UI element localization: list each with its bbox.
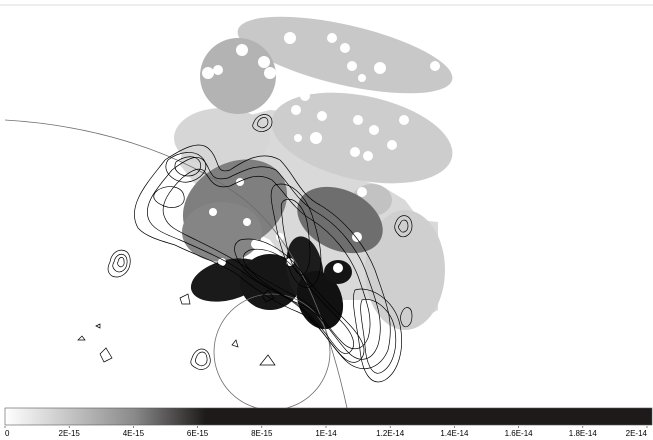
colorbar-tick-label: 2E-14	[626, 429, 648, 438]
colorbar-tick-label: 1.4E-14	[440, 429, 469, 438]
colorbar: 0 2E-15 4E-15 6E-15 8E-15 1E-14 1.2E-14 1.4E-14…	[4, 407, 653, 438]
colorbar-tick-label: 1.2E-14	[376, 429, 405, 438]
colorbar-tick-label: 0	[5, 429, 10, 438]
colorbar-tick-label: 1.8E-14	[569, 429, 598, 438]
point-source-holes	[202, 32, 440, 273]
colorbar-tick-label: 6E-15	[187, 429, 209, 438]
colorbar-gradient	[4, 407, 653, 426]
colorbar-tick-label: 2E-15	[59, 429, 81, 438]
colorbar-ticks: 0 2E-15 4E-15 6E-15 8E-15 1E-14 1.2E-14 1.4E-14…	[4, 426, 648, 438]
map-panel	[4, 16, 453, 411]
region-circle-upper	[200, 38, 276, 114]
colorbar-tick-label: 8E-15	[251, 429, 273, 438]
colorbar-tick-label: 4E-15	[123, 429, 145, 438]
colorbar-tick-label: 1.6E-14	[505, 429, 534, 438]
contour-lines	[77, 114, 413, 383]
region-ellipse-middle	[271, 92, 453, 184]
colorbar-tick-label: 1E-14	[315, 429, 337, 438]
